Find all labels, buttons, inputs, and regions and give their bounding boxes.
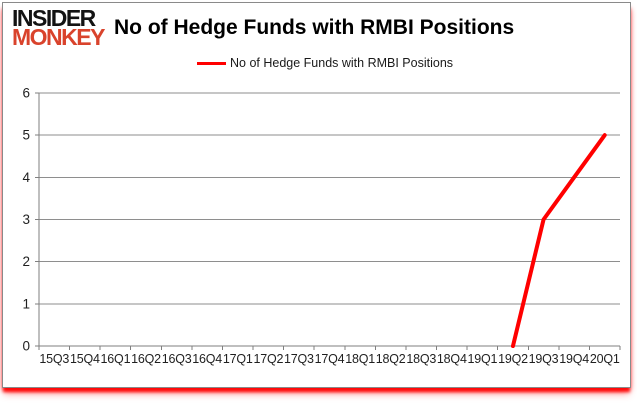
chart-card: INSIDER MONKEY No of Hedge Funds with RM… bbox=[2, 2, 631, 388]
svg-text:18Q3: 18Q3 bbox=[406, 352, 436, 366]
svg-text:17Q2: 17Q2 bbox=[253, 352, 283, 366]
svg-text:6: 6 bbox=[22, 86, 30, 101]
svg-text:16Q4: 16Q4 bbox=[192, 352, 222, 366]
svg-text:0: 0 bbox=[22, 339, 30, 354]
logo-text-monkey: MONKEY bbox=[12, 24, 105, 51]
chart-title: No of Hedge Funds with RMBI Positions bbox=[114, 16, 515, 39]
svg-text:18Q1: 18Q1 bbox=[345, 352, 375, 366]
svg-text:19Q2: 19Q2 bbox=[498, 352, 528, 366]
svg-text:15Q4: 15Q4 bbox=[70, 352, 100, 366]
svg-text:4: 4 bbox=[22, 170, 30, 185]
svg-text:18Q2: 18Q2 bbox=[376, 352, 406, 366]
legend-label: No of Hedge Funds with RMBI Positions bbox=[230, 56, 454, 70]
svg-text:16Q3: 16Q3 bbox=[162, 352, 192, 366]
svg-text:17Q3: 17Q3 bbox=[284, 352, 314, 366]
svg-text:20Q1: 20Q1 bbox=[590, 352, 620, 366]
data-series bbox=[510, 133, 607, 348]
svg-text:19Q4: 19Q4 bbox=[559, 352, 589, 366]
svg-text:19Q1: 19Q1 bbox=[468, 352, 498, 366]
svg-text:19Q3: 19Q3 bbox=[529, 352, 559, 366]
svg-text:17Q4: 17Q4 bbox=[315, 352, 345, 366]
svg-text:16Q1: 16Q1 bbox=[101, 352, 131, 366]
chart-legend: No of Hedge Funds with RMBI Positions bbox=[197, 56, 453, 70]
svg-text:2: 2 bbox=[22, 254, 30, 269]
svg-text:18Q4: 18Q4 bbox=[437, 352, 467, 366]
svg-text:17Q1: 17Q1 bbox=[223, 352, 253, 366]
gridlines bbox=[39, 92, 620, 347]
svg-text:5: 5 bbox=[22, 128, 30, 143]
svg-text:15Q3: 15Q3 bbox=[39, 352, 69, 366]
svg-text:3: 3 bbox=[22, 212, 30, 227]
logo-text-insider: INSIDER bbox=[12, 5, 96, 31]
series-line bbox=[510, 133, 607, 348]
svg-text:16Q2: 16Q2 bbox=[131, 352, 161, 366]
legend-line-swatch bbox=[197, 61, 226, 65]
svg-text:1: 1 bbox=[22, 296, 30, 311]
axes bbox=[35, 92, 621, 350]
insider-monkey-logo: INSIDER MONKEY bbox=[12, 5, 105, 51]
